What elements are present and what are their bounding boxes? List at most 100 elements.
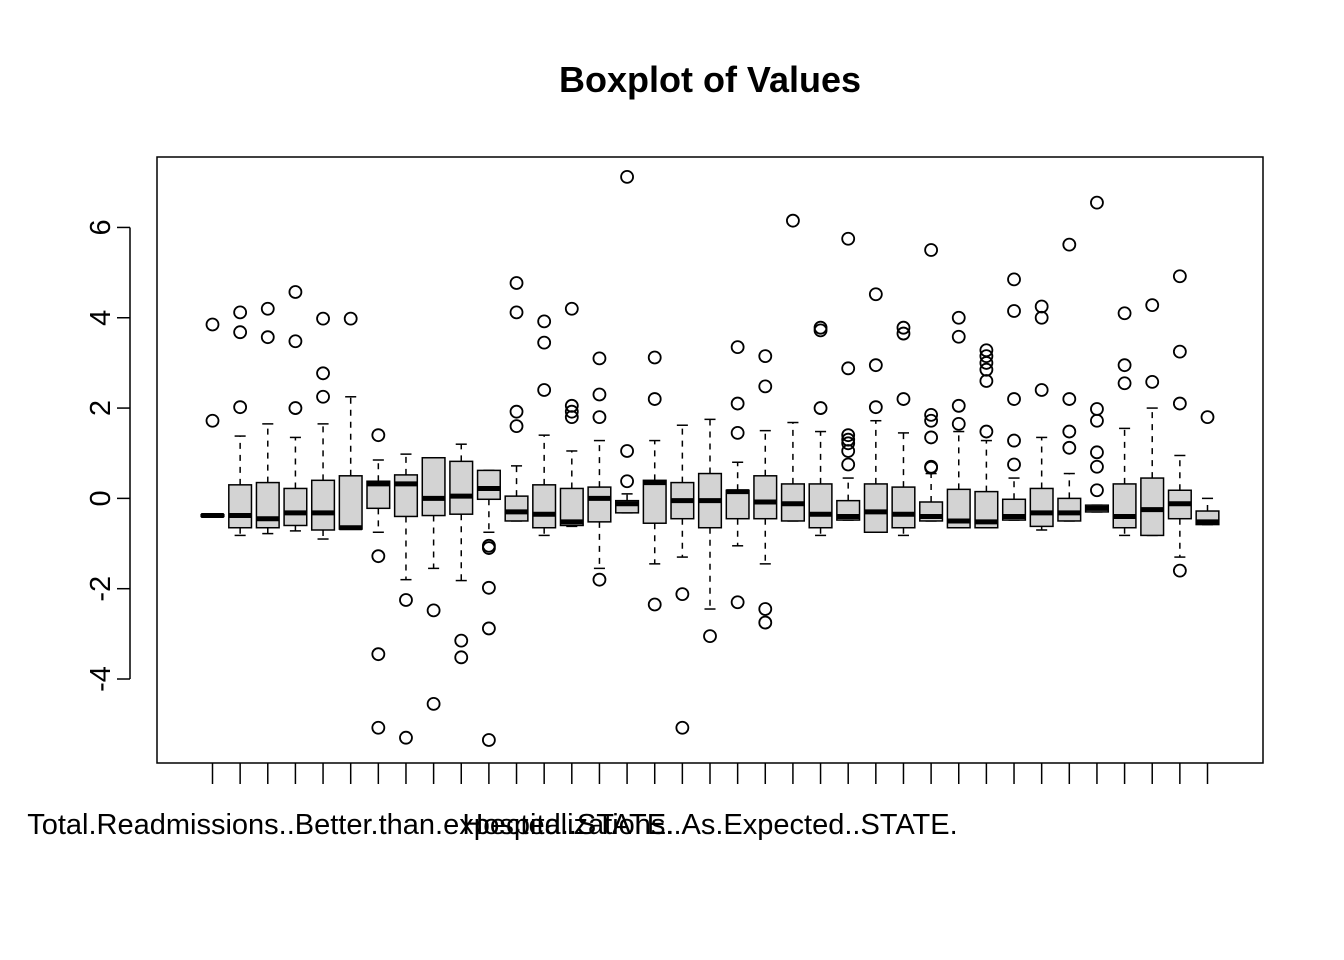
box-group	[919, 243, 944, 522]
box-group	[393, 453, 419, 745]
box-iqr	[1057, 497, 1082, 522]
x-axis: Total.Readmissions..Better.than.expected…	[27, 763, 1209, 841]
box-group	[338, 311, 363, 531]
outlier-point	[924, 243, 939, 257]
box-group	[476, 469, 501, 747]
outlier-point	[675, 587, 690, 602]
outlier-point	[592, 351, 607, 366]
y-tick-label: -4	[85, 666, 117, 692]
outlier-point	[620, 444, 634, 458]
outlier-point	[951, 310, 966, 325]
outlier-point	[288, 334, 303, 349]
outlier-point	[896, 326, 911, 341]
outlier-point	[1090, 483, 1104, 498]
outlier-point	[730, 595, 745, 610]
outlier-point	[426, 603, 441, 618]
outlier-point	[896, 320, 911, 335]
box-iqr	[1029, 487, 1054, 528]
y-tick-label: 4	[85, 310, 117, 326]
outlier-point	[205, 317, 220, 332]
box-group	[532, 314, 557, 537]
outlier-point	[592, 572, 607, 587]
outlier-point	[564, 404, 579, 419]
outlier-point	[758, 349, 773, 364]
outlier-point	[1117, 376, 1132, 391]
outlier-point	[260, 330, 275, 345]
outlier-point	[1117, 306, 1132, 321]
outlier-point	[454, 650, 469, 665]
outlier-point	[813, 320, 828, 335]
outlier-point	[316, 366, 330, 381]
box-iqr	[642, 479, 667, 524]
outlier-point	[592, 387, 607, 402]
box-iqr	[421, 456, 446, 517]
outlier-point	[509, 404, 524, 419]
outlier-point	[951, 398, 966, 413]
outlier-point	[1034, 299, 1049, 314]
box-group	[670, 424, 695, 735]
outlier-point	[620, 474, 634, 489]
box-group	[421, 456, 446, 711]
outlier-point	[1090, 413, 1104, 428]
outlier-point	[1090, 445, 1104, 460]
boxes-layer	[200, 169, 1220, 747]
box-group	[449, 443, 474, 665]
outlier-point	[730, 426, 745, 440]
outlier-point	[1090, 402, 1104, 416]
box-group	[1001, 272, 1027, 521]
outlier-point	[1200, 410, 1215, 425]
outlier-point	[564, 410, 579, 425]
outlier-point	[951, 416, 966, 431]
outlier-point	[703, 629, 717, 644]
box-group	[255, 301, 280, 535]
outlier-point	[1090, 195, 1104, 210]
box-group	[974, 343, 999, 529]
outlier-point	[481, 621, 496, 636]
outlier-point	[1062, 440, 1077, 455]
outlier-point	[1172, 396, 1187, 411]
outlier-point	[1062, 237, 1077, 252]
box-group	[780, 213, 805, 522]
outlier-point	[481, 733, 496, 747]
outlier-point	[426, 696, 441, 711]
box-iqr	[753, 475, 778, 520]
outlier-point	[813, 401, 828, 415]
outlier-point	[951, 329, 966, 344]
y-tick-label: 2	[85, 400, 117, 416]
box-group	[1195, 410, 1220, 526]
box-iqr	[808, 483, 833, 529]
outlier-point	[233, 305, 248, 320]
x-tick-label: Hospitalizations..As.Expected..STATE.	[462, 809, 957, 841]
box-group	[1167, 269, 1192, 578]
chart-title: Boxplot of Values	[559, 59, 861, 100]
box-iqr	[476, 469, 501, 501]
outlier-point	[647, 597, 662, 612]
outlier-point	[924, 430, 939, 445]
outlier-point	[675, 720, 690, 735]
outlier-point	[841, 444, 856, 458]
box-group	[615, 169, 640, 514]
outlier-point	[399, 593, 413, 607]
box-group	[753, 349, 778, 630]
outlier-point	[841, 361, 856, 376]
box-iqr	[1112, 483, 1137, 529]
outlier-point	[813, 323, 828, 338]
box-iqr	[532, 484, 557, 529]
box-iqr	[891, 486, 916, 529]
outlier-point	[1062, 424, 1077, 439]
box-iqr	[338, 475, 363, 530]
outlier-point	[979, 349, 994, 364]
outlier-point	[288, 401, 303, 415]
box-iqr	[974, 490, 999, 529]
outlier-point	[1145, 298, 1160, 313]
box-group	[1029, 299, 1054, 531]
box-group	[725, 340, 750, 610]
box-group	[504, 276, 529, 522]
outlier-point	[537, 335, 552, 350]
box-group	[863, 287, 888, 534]
box-group	[836, 231, 861, 521]
outlier-point	[316, 389, 330, 404]
outlier-point	[564, 301, 579, 316]
outlier-point	[1007, 457, 1021, 472]
